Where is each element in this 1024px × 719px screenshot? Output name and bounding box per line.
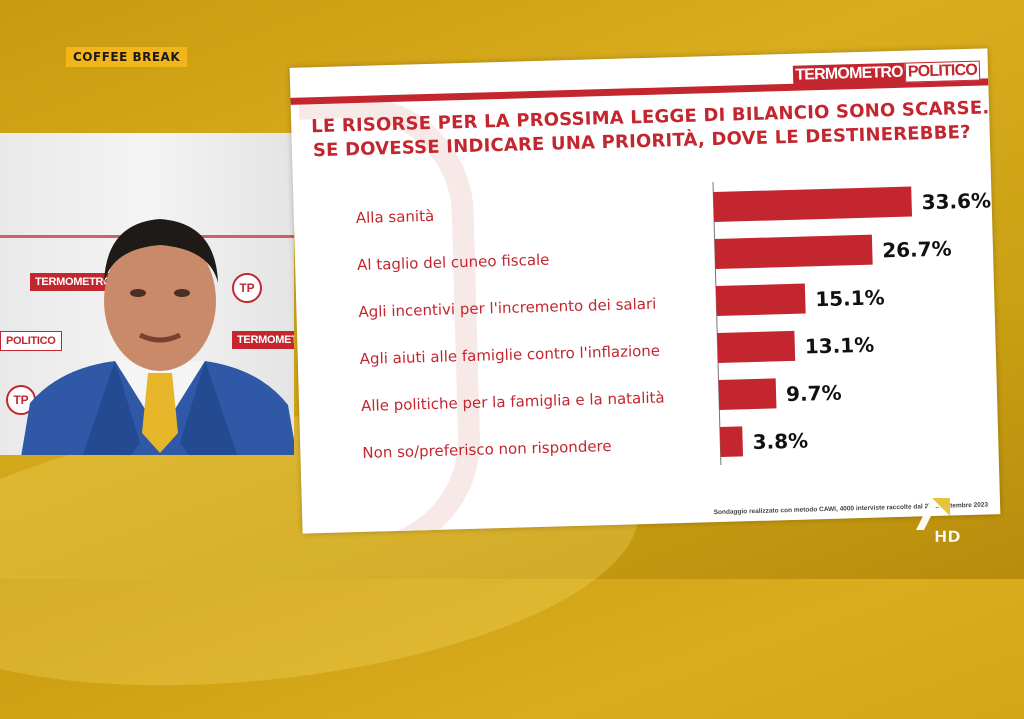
backdrop-tag-3: TERMOMETRO [232,331,294,349]
guest-person [21,219,294,455]
channel-logo: HD [906,494,961,546]
bar [714,234,873,270]
bar [715,283,806,317]
category-axis [712,182,722,465]
category-label: Alla sanità [356,207,435,227]
bar [719,426,744,457]
channel-quality-label: HD [934,527,961,546]
bar [717,330,796,363]
category-label: Non so/preferisco non rispondere [362,437,612,462]
backdrop-logo-2: TP [232,273,262,303]
bar [713,186,913,223]
value-label: 13.1% [804,333,874,359]
value-label: 26.7% [882,236,952,262]
backdrop-tag-2: POLITICO [0,331,62,351]
guest-video-feed: TERMOMETRO POLITICO TERMOMETRO TP TP [0,133,294,455]
value-label: 9.7% [786,381,842,407]
value-label: 33.6% [921,188,991,214]
bar-chart: Alla sanità 33.6% Al taglio del cuneo fisc… [356,182,991,465]
category-label: Al taglio del cuneo fiscale [357,251,550,274]
brand-backdrop: TERMOMETRO POLITICO TERMOMETRO TP TP [0,133,294,455]
value-label: 3.8% [752,429,808,455]
value-label: 15.1% [815,285,885,311]
poll-chart-panel: TERMOMETRO POLITICO LE RISORSE PER LA PR… [289,48,1001,534]
bar [718,378,777,410]
category-label: Agli aiuti alle famiglie contro l'inflaz… [360,342,661,368]
backdrop-tag-1: TERMOMETRO [30,273,117,291]
show-badge: COFFEE BREAK [66,47,188,67]
category-label: Alle politiche per la famiglia e la nata… [361,388,665,414]
category-label: Agli incentivi per l'incremento dei sala… [358,295,656,321]
